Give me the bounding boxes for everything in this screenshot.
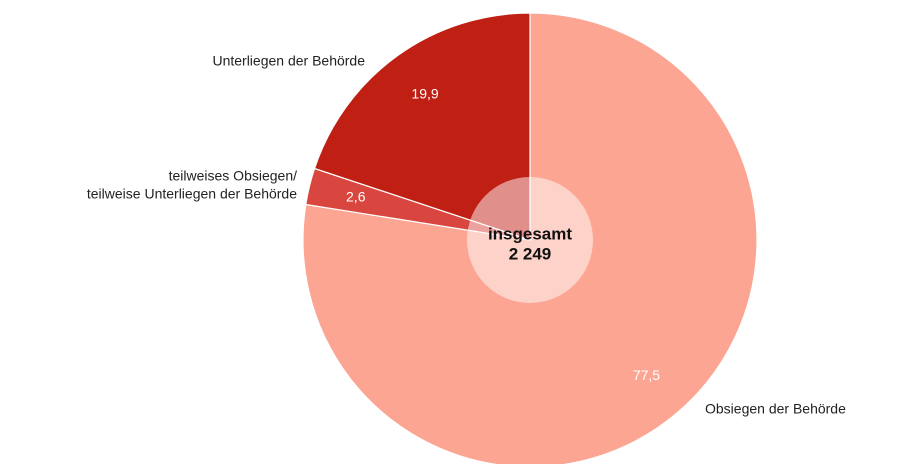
value-label: 19,9	[411, 85, 438, 101]
category-label: teilweises Obsiegen/	[169, 168, 298, 184]
center-hole	[467, 177, 593, 303]
center-total: 2 249	[509, 244, 552, 263]
slice	[313, 12, 531, 241]
slice	[302, 12, 758, 464]
category-label: Unterliegen der Behörde	[212, 53, 365, 69]
category-label: teilweise Unterliegen der Behörde	[87, 186, 297, 202]
slices	[302, 12, 758, 464]
center-title: insgesamt	[488, 224, 572, 243]
value-label: 2,6	[346, 188, 366, 204]
category-label: Obsiegen der Behörde	[705, 401, 846, 417]
value-label: 77,5	[633, 367, 660, 383]
